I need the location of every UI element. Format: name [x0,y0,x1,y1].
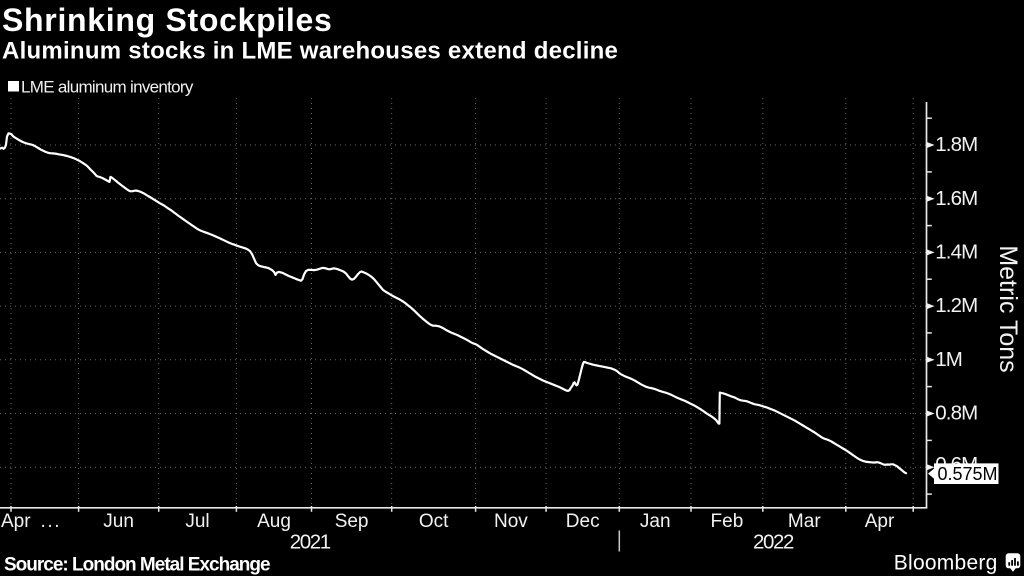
svg-text:0.575M: 0.575M [938,464,998,484]
svg-text:2022: 2022 [753,530,794,553]
svg-text:Sep: Sep [335,511,369,532]
svg-text:...: ... [41,511,62,532]
svg-text:Apr: Apr [1,511,31,532]
svg-text:Jun: Jun [103,511,134,532]
svg-text:Jan: Jan [640,511,671,532]
svg-text:Oct: Oct [419,511,449,532]
svg-text:LME aluminum inventory: LME aluminum inventory [21,78,194,97]
svg-text:1.4M: 1.4M [935,241,977,264]
svg-text:Feb: Feb [711,511,744,532]
svg-text:Shrinking Stockpiles: Shrinking Stockpiles [2,2,333,38]
svg-text:Metric Tons: Metric Tons [994,245,1022,372]
svg-text:Dec: Dec [566,511,600,532]
svg-text:Source: London Metal Exchange: Source: London Metal Exchange [4,555,270,576]
svg-text:1.8M: 1.8M [935,133,977,156]
svg-text:Aug: Aug [257,511,291,532]
svg-text:0.8M: 0.8M [935,402,977,425]
svg-text:Jul: Jul [185,511,209,532]
svg-text:Nov: Nov [494,511,528,532]
svg-text:Aluminum stocks in LME warehou: Aluminum stocks in LME warehouses extend… [2,38,618,65]
svg-text:2021: 2021 [290,530,331,553]
svg-text:Apr: Apr [865,511,895,532]
svg-text:1M: 1M [935,348,962,371]
svg-text:1.6M: 1.6M [935,187,977,210]
svg-text:Mar: Mar [788,511,821,532]
svg-text:1.2M: 1.2M [935,294,977,317]
svg-text:Bloomberg: Bloomberg [894,552,998,575]
